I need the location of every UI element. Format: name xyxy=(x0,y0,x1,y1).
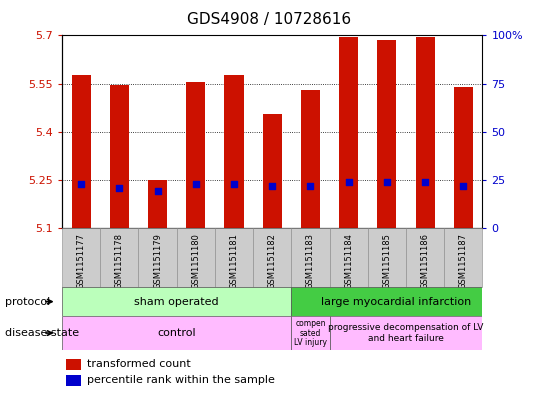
Bar xyxy=(329,228,368,287)
Text: GSM1151181: GSM1151181 xyxy=(230,233,238,288)
Text: GSM1151178: GSM1151178 xyxy=(115,233,124,288)
Text: progressive decompensation of LV
and heart failure: progressive decompensation of LV and hea… xyxy=(328,323,483,343)
Text: percentile rank within the sample: percentile rank within the sample xyxy=(87,375,275,385)
Bar xyxy=(329,316,482,350)
Bar xyxy=(177,228,215,287)
Bar xyxy=(100,228,139,287)
Bar xyxy=(66,359,81,370)
Text: large myocardial infarction: large myocardial infarction xyxy=(321,297,472,307)
Bar xyxy=(262,114,282,228)
Text: sham operated: sham operated xyxy=(134,297,219,307)
Point xyxy=(191,180,200,187)
Point xyxy=(230,180,238,187)
Text: GSM1151180: GSM1151180 xyxy=(191,233,201,288)
Bar xyxy=(291,316,329,350)
Bar xyxy=(291,228,329,287)
Text: compen
sated
LV injury: compen sated LV injury xyxy=(294,319,327,347)
Text: GSM1151182: GSM1151182 xyxy=(268,233,277,288)
Bar xyxy=(339,37,358,228)
Text: GSM1151179: GSM1151179 xyxy=(153,233,162,288)
Text: GSM1151177: GSM1151177 xyxy=(77,233,86,288)
Point xyxy=(421,178,430,185)
Bar xyxy=(444,228,482,287)
Text: control: control xyxy=(157,328,196,338)
Point xyxy=(383,178,391,185)
Bar xyxy=(62,228,100,287)
Bar xyxy=(224,75,244,228)
Point xyxy=(115,184,123,191)
Bar xyxy=(454,87,473,228)
Point xyxy=(268,182,277,189)
Bar xyxy=(110,85,129,228)
Bar xyxy=(253,228,291,287)
Text: GSM1151187: GSM1151187 xyxy=(459,233,468,288)
Point xyxy=(153,188,162,195)
Bar xyxy=(301,90,320,228)
Point xyxy=(306,182,315,189)
Bar xyxy=(62,287,291,316)
Bar xyxy=(148,180,167,228)
Point xyxy=(344,178,353,185)
Bar xyxy=(139,228,177,287)
Bar xyxy=(66,375,81,386)
Bar xyxy=(291,287,482,316)
Bar xyxy=(62,316,291,350)
Point xyxy=(77,180,85,187)
Text: GSM1151184: GSM1151184 xyxy=(344,233,353,288)
Bar xyxy=(368,228,406,287)
Bar xyxy=(406,228,444,287)
Text: disease state: disease state xyxy=(5,328,80,338)
Point xyxy=(459,182,468,189)
Bar xyxy=(186,82,205,228)
Bar xyxy=(416,37,434,228)
Text: GSM1151183: GSM1151183 xyxy=(306,233,315,288)
Text: GSM1151185: GSM1151185 xyxy=(382,233,391,288)
Bar xyxy=(72,75,91,228)
Text: transformed count: transformed count xyxy=(87,360,191,369)
Bar xyxy=(377,40,396,228)
Text: GDS4908 / 10728616: GDS4908 / 10728616 xyxy=(188,12,351,27)
Bar xyxy=(215,228,253,287)
Text: protocol: protocol xyxy=(5,297,51,307)
Text: GSM1151186: GSM1151186 xyxy=(420,233,430,288)
